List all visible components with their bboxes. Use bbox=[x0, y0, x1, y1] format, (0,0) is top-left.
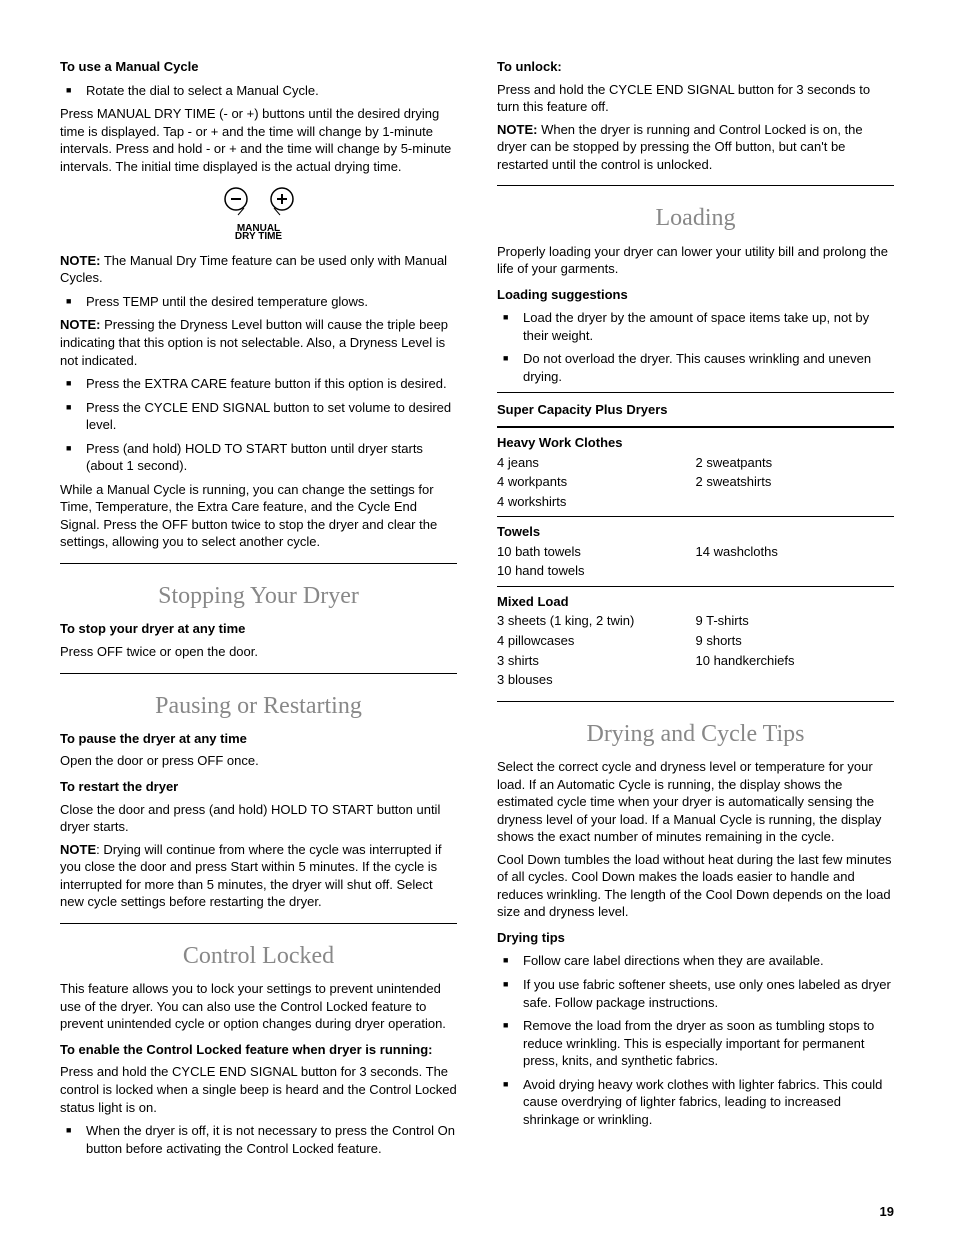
unlock-p1: Press and hold the CYCLE END SIGNAL butt… bbox=[497, 81, 894, 116]
unlock-note: NOTE: When the dryer is running and Cont… bbox=[497, 121, 894, 174]
control-locked-title: Control Locked bbox=[60, 940, 457, 972]
divider bbox=[497, 701, 894, 702]
note-label: NOTE: bbox=[497, 122, 537, 137]
cell: 3 blouses bbox=[497, 671, 696, 689]
capacity-table: Super Capacity Plus Dryers Heavy Work Cl… bbox=[497, 401, 894, 689]
manual-para-1: Press MANUAL DRY TIME (- or +) buttons u… bbox=[60, 105, 457, 175]
page-number: 19 bbox=[60, 1203, 894, 1221]
loading-bullet-2: Do not overload the dryer. This causes w… bbox=[497, 350, 894, 385]
table-row: 3 sheets (1 king, 2 twin) 9 T-shirts bbox=[497, 612, 894, 630]
divider bbox=[60, 673, 457, 674]
dial-icon bbox=[214, 185, 304, 221]
dial-label-2: DRY TIME bbox=[60, 232, 457, 242]
left-column: To use a Manual Cycle Rotate the dial to… bbox=[60, 50, 457, 1163]
divider bbox=[497, 185, 894, 186]
drying-bullet-2: If you use fabric softener sheets, use o… bbox=[497, 976, 894, 1011]
control-locked-sub1: To enable the Control Locked feature whe… bbox=[60, 1041, 457, 1059]
manual-note-2: NOTE: Pressing the Dryness Level button … bbox=[60, 316, 457, 369]
note-label: NOTE bbox=[60, 842, 96, 857]
manual-cycle-heading: To use a Manual Cycle bbox=[60, 58, 457, 76]
pausing-p2: Close the door and press (and hold) HOLD… bbox=[60, 801, 457, 836]
drying-tips-title: Drying and Cycle Tips bbox=[497, 718, 894, 750]
towels-header: Towels bbox=[497, 523, 894, 541]
table-row: 4 jeans 2 sweatpants bbox=[497, 454, 894, 472]
drying-tips-p1: Select the correct cycle and dryness lev… bbox=[497, 758, 894, 846]
cell: 10 hand towels bbox=[497, 562, 696, 580]
note-label: NOTE: bbox=[60, 317, 100, 332]
manual-note-1: NOTE: The Manual Dry Time feature can be… bbox=[60, 252, 457, 287]
divider bbox=[60, 923, 457, 924]
control-locked-bullet: When the dryer is off, it is not necessa… bbox=[60, 1122, 457, 1157]
pausing-title: Pausing or Restarting bbox=[60, 690, 457, 722]
control-locked-p2: Press and hold the CYCLE END SIGNAL butt… bbox=[60, 1063, 457, 1116]
cell: 4 jeans bbox=[497, 454, 696, 472]
mixed-header: Mixed Load bbox=[497, 593, 894, 611]
divider bbox=[497, 586, 894, 587]
divider bbox=[60, 563, 457, 564]
table-row: 10 hand towels bbox=[497, 562, 894, 580]
cell: 14 washcloths bbox=[696, 543, 895, 561]
pausing-sub2: To restart the dryer bbox=[60, 778, 457, 796]
cell: 3 sheets (1 king, 2 twin) bbox=[497, 612, 696, 630]
unlock-sub1: To unlock: bbox=[497, 58, 894, 76]
cell: 4 pillowcases bbox=[497, 632, 696, 650]
cell: 2 sweatpants bbox=[696, 454, 895, 472]
note-label: NOTE: bbox=[60, 253, 100, 268]
table-row: 4 workpants 2 sweatshirts bbox=[497, 473, 894, 491]
control-locked-p1: This feature allows you to lock your set… bbox=[60, 980, 457, 1033]
drying-tips-p2: Cool Down tumbles the load without heat … bbox=[497, 851, 894, 921]
manual-bullet-2: Press TEMP until the desired temperature… bbox=[60, 293, 457, 311]
manual-para-2: While a Manual Cycle is running, you can… bbox=[60, 481, 457, 551]
stopping-title: Stopping Your Dryer bbox=[60, 580, 457, 612]
cell: 4 workshirts bbox=[497, 493, 696, 511]
manual-bullet-5: Press (and hold) HOLD TO START button un… bbox=[60, 440, 457, 475]
drying-tips-sub1: Drying tips bbox=[497, 929, 894, 947]
manual-bullet-1: Rotate the dial to select a Manual Cycle… bbox=[60, 82, 457, 100]
cell: 10 handkerchiefs bbox=[696, 652, 895, 670]
table-row: 4 pillowcases 9 shorts bbox=[497, 632, 894, 650]
manual-bullet-3: Press the EXTRA CARE feature button if t… bbox=[60, 375, 457, 393]
divider bbox=[497, 426, 894, 428]
cell: 2 sweatshirts bbox=[696, 473, 895, 491]
cell: 4 workpants bbox=[497, 473, 696, 491]
note-text: Pressing the Dryness Level button will c… bbox=[60, 317, 448, 367]
cell: 9 T-shirts bbox=[696, 612, 895, 630]
drying-bullet-3: Remove the load from the dryer as soon a… bbox=[497, 1017, 894, 1070]
note-text: When the dryer is running and Control Lo… bbox=[497, 122, 863, 172]
table-title: Super Capacity Plus Dryers bbox=[497, 401, 894, 419]
table-row: 4 workshirts bbox=[497, 493, 894, 511]
table-row: 3 shirts 10 handkerchiefs bbox=[497, 652, 894, 670]
cell: 9 shorts bbox=[696, 632, 895, 650]
cell: 10 bath towels bbox=[497, 543, 696, 561]
loading-title: Loading bbox=[497, 202, 894, 234]
pausing-note: NOTE: Drying will continue from where th… bbox=[60, 841, 457, 911]
stopping-sub1: To stop your dryer at any time bbox=[60, 620, 457, 638]
pausing-sub1: To pause the dryer at any time bbox=[60, 730, 457, 748]
manual-dry-time-figure: MANUAL DRY TIME bbox=[60, 185, 457, 242]
note-text: The Manual Dry Time feature can be used … bbox=[60, 253, 447, 286]
right-column: To unlock: Press and hold the CYCLE END … bbox=[497, 50, 894, 1163]
divider bbox=[497, 516, 894, 517]
note-text: : Drying will continue from where the cy… bbox=[60, 842, 442, 910]
loading-sub1: Loading suggestions bbox=[497, 286, 894, 304]
loading-p1: Properly loading your dryer can lower yo… bbox=[497, 243, 894, 278]
drying-bullet-4: Avoid drying heavy work clothes with lig… bbox=[497, 1076, 894, 1129]
drying-bullet-1: Follow care label directions when they a… bbox=[497, 952, 894, 970]
loading-bullet-1: Load the dryer by the amount of space it… bbox=[497, 309, 894, 344]
manual-bullet-4: Press the CYCLE END SIGNAL button to set… bbox=[60, 399, 457, 434]
cell: 3 shirts bbox=[497, 652, 696, 670]
divider bbox=[497, 392, 894, 393]
stopping-p1: Press OFF twice or open the door. bbox=[60, 643, 457, 661]
pausing-p1: Open the door or press OFF once. bbox=[60, 752, 457, 770]
table-row: 10 bath towels 14 washcloths bbox=[497, 543, 894, 561]
table-row: 3 blouses bbox=[497, 671, 894, 689]
heavy-header: Heavy Work Clothes bbox=[497, 434, 894, 452]
